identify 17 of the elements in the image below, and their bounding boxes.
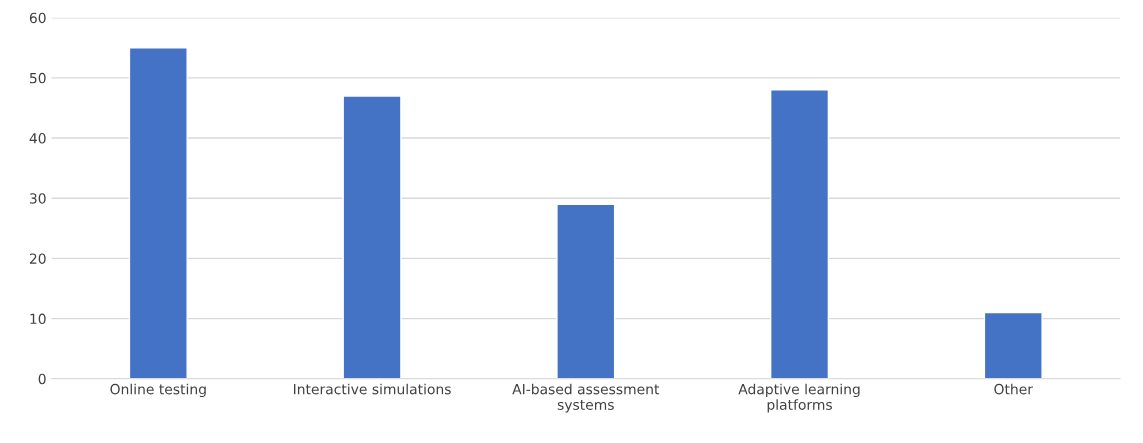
bar: [983, 311, 1043, 379]
y-tick-label: 50: [29, 72, 46, 84]
y-tick-label: 10: [30, 313, 46, 325]
bar: [556, 203, 616, 379]
x-tick-label: Interactive simulations: [293, 383, 451, 395]
y-tick-label: 20: [29, 253, 46, 264]
bar: [128, 47, 188, 379]
x-tick-label: Other: [994, 383, 1033, 395]
x-tick-label: AI-based assessment systems: [512, 383, 660, 413]
y-tick-label: 60: [29, 12, 46, 24]
y-tick-label: 40: [29, 133, 46, 144]
y-tick-label: 0: [38, 373, 46, 385]
bar: [342, 95, 402, 379]
bar: [769, 89, 830, 379]
y-tick-label: 30: [29, 193, 46, 204]
x-tick-label: Adaptive learning platforms: [738, 383, 860, 413]
x-tick-label: Online testing: [110, 383, 206, 398]
